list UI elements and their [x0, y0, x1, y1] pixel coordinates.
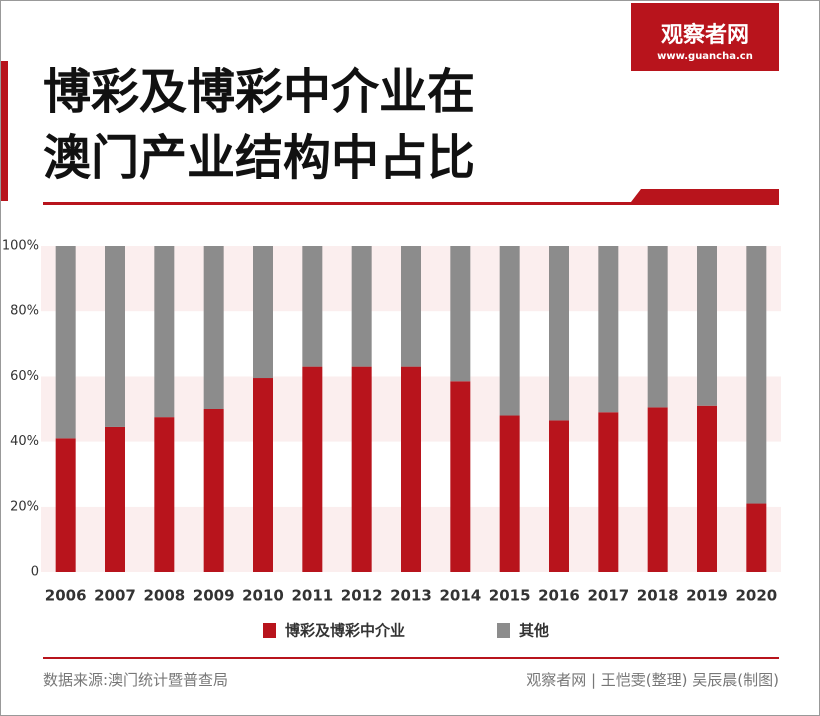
bar	[746, 246, 767, 504]
x-tick-label: 2015	[489, 587, 531, 605]
bar	[499, 415, 520, 572]
x-tick-label: 2018	[637, 587, 679, 605]
bar	[647, 407, 668, 572]
bar	[154, 246, 175, 418]
x-tick-label: 2010	[242, 587, 284, 605]
bar	[549, 246, 569, 421]
x-tick-label: 2011	[291, 587, 333, 605]
bar	[203, 246, 224, 409]
credits: 观察者网 | 王恺雯(整理) 吴辰晨(制图)	[526, 671, 779, 689]
y-tick-label: 20%	[10, 499, 39, 514]
bar	[302, 246, 323, 367]
x-tick-label: 2008	[143, 587, 185, 605]
bar	[105, 246, 125, 427]
x-tick-label: 2006	[45, 587, 87, 605]
bar	[697, 246, 717, 406]
x-tick-label: 2017	[587, 587, 629, 605]
bar	[401, 366, 421, 572]
bar	[351, 366, 372, 572]
chart-title: 博彩及博彩中介业在澳门产业结构中占比	[43, 64, 476, 186]
legend-label: 博彩及博彩中介业	[285, 622, 405, 640]
bar	[746, 503, 767, 572]
legend-swatch	[263, 623, 276, 638]
bar	[253, 246, 273, 379]
bar	[302, 366, 323, 572]
bar	[697, 405, 717, 572]
x-tick-label: 2009	[193, 587, 235, 605]
bar	[450, 246, 471, 382]
bar	[351, 246, 372, 367]
bar	[253, 378, 273, 572]
x-tick-label: 2016	[538, 587, 580, 605]
legend-swatch	[497, 623, 510, 638]
logo: 观察者网 www.guancha.cn	[631, 3, 779, 71]
bar	[647, 246, 668, 408]
logo-name: 观察者网	[660, 23, 749, 48]
x-tick-label: 2012	[341, 587, 383, 605]
bar	[401, 246, 421, 367]
x-tick-label: 2013	[390, 587, 432, 605]
bar	[450, 381, 471, 572]
y-tick-label: 60%	[10, 369, 39, 384]
bar	[499, 246, 520, 416]
bar	[105, 426, 125, 572]
y-tick-label: 80%	[10, 304, 39, 319]
bar	[203, 409, 224, 572]
y-tick-label: 0	[31, 565, 39, 580]
legend-label: 其他	[519, 622, 549, 640]
logo-url: www.guancha.cn	[657, 51, 753, 62]
x-tick-label: 2019	[686, 587, 728, 605]
bar	[55, 438, 76, 572]
x-tick-label: 2020	[735, 587, 777, 605]
y-tick-label: 100%	[2, 239, 39, 254]
x-tick-label: 2014	[439, 587, 481, 605]
accent-bar	[1, 61, 8, 201]
source: 数据来源:澳门统计暨普查局	[43, 671, 229, 689]
bar	[55, 246, 76, 439]
bar	[549, 420, 569, 572]
bar	[154, 417, 175, 572]
x-tick-label: 2007	[94, 587, 136, 605]
bar	[598, 412, 619, 572]
title-rule	[43, 189, 779, 205]
y-tick-label: 40%	[10, 434, 39, 449]
bar	[598, 246, 619, 413]
